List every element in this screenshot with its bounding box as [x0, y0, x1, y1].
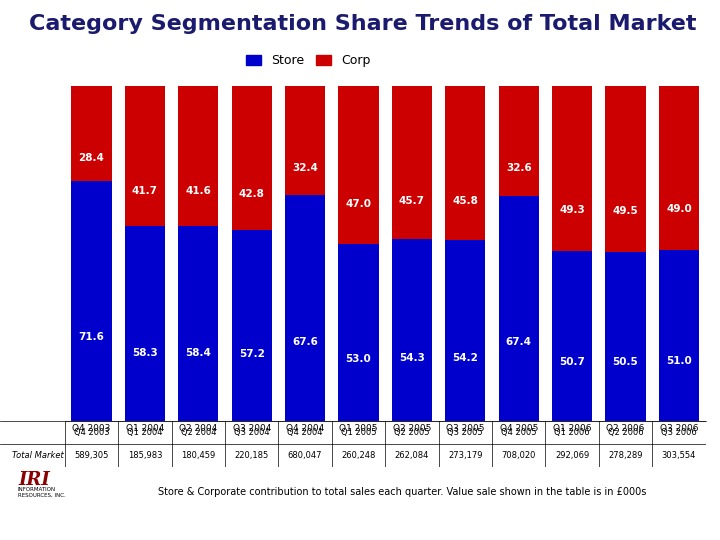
Text: Q3 2005: Q3 2005 — [448, 428, 483, 437]
Bar — [552, 252, 592, 421]
Text: 67.4: 67.4 — [505, 337, 531, 347]
Bar — [71, 86, 112, 181]
Text: 71.6: 71.6 — [78, 332, 104, 342]
Text: 45.7: 45.7 — [399, 196, 425, 206]
Text: Q2 2004: Q2 2004 — [181, 428, 216, 437]
Bar — [606, 252, 646, 421]
Bar — [659, 86, 699, 251]
Text: Q1 2005: Q1 2005 — [341, 428, 377, 437]
Bar — [338, 244, 379, 421]
Text: Store & Corporate contribution to total sales each quarter. Value sale shown in : Store & Corporate contribution to total … — [158, 487, 647, 497]
Bar — [179, 86, 218, 226]
Bar — [232, 230, 271, 421]
Text: 45.8: 45.8 — [452, 197, 478, 206]
Legend: Store, Corp: Store, Corp — [240, 49, 376, 72]
Text: Q4 2003: Q4 2003 — [73, 428, 109, 437]
Text: 67.6: 67.6 — [292, 337, 318, 347]
Text: Q4 2004: Q4 2004 — [287, 428, 323, 437]
Text: 47.0: 47.0 — [346, 199, 372, 210]
Text: 680,047: 680,047 — [288, 451, 323, 460]
Text: Q1 2006: Q1 2006 — [554, 428, 590, 437]
Text: 51.0: 51.0 — [666, 356, 692, 367]
Text: Category Segmentation Share Trends of Total Market: Category Segmentation Share Trends of To… — [29, 14, 696, 33]
Text: 50.5: 50.5 — [613, 357, 639, 367]
Text: Q3 2006: Q3 2006 — [661, 428, 697, 437]
Bar — [179, 226, 218, 421]
Bar — [552, 86, 592, 252]
Bar — [499, 86, 539, 195]
Bar — [338, 86, 379, 244]
Text: IRI: IRI — [18, 471, 50, 489]
Text: 41.6: 41.6 — [185, 186, 211, 196]
Text: 589,305: 589,305 — [74, 451, 109, 460]
Text: 41.7: 41.7 — [132, 186, 158, 196]
Text: Q1 2004: Q1 2004 — [127, 428, 163, 437]
Text: 262,084: 262,084 — [395, 451, 429, 460]
Text: 260,248: 260,248 — [341, 451, 376, 460]
Text: 292,069: 292,069 — [555, 451, 589, 460]
Text: 278,289: 278,289 — [608, 451, 643, 460]
Bar — [606, 86, 646, 252]
Bar — [392, 239, 432, 421]
Text: 58.4: 58.4 — [185, 348, 211, 358]
Bar — [392, 86, 432, 239]
Text: Total Market: Total Market — [12, 451, 63, 460]
Bar — [125, 226, 165, 421]
Text: 220,185: 220,185 — [235, 451, 269, 460]
Text: 53.0: 53.0 — [346, 354, 372, 364]
Bar — [285, 195, 325, 421]
Text: 32.6: 32.6 — [506, 163, 531, 173]
Bar — [232, 86, 271, 230]
Text: 273,179: 273,179 — [448, 451, 482, 460]
Text: 54.3: 54.3 — [399, 353, 425, 362]
Bar — [445, 240, 485, 421]
Text: 57.2: 57.2 — [239, 349, 265, 359]
Text: 32.4: 32.4 — [292, 163, 318, 173]
Text: 180,459: 180,459 — [181, 451, 215, 460]
Text: INFORMATION
RESOURCES, INC.: INFORMATION RESOURCES, INC. — [18, 487, 66, 498]
Text: 185,983: 185,983 — [127, 451, 162, 460]
Text: 28.4: 28.4 — [78, 153, 104, 163]
Text: Q3 2004: Q3 2004 — [234, 428, 269, 437]
Text: 50.7: 50.7 — [559, 357, 585, 367]
Text: 54.2: 54.2 — [452, 353, 478, 363]
Text: Q4 2005: Q4 2005 — [501, 428, 536, 437]
Text: 49.5: 49.5 — [613, 206, 639, 215]
Text: Copyright © 2005 Information Resources, Inc. Confidential and proprietary.: Copyright © 2005 Information Resources, … — [189, 523, 531, 531]
Text: 49.0: 49.0 — [666, 205, 692, 214]
Bar — [445, 86, 485, 240]
Bar — [125, 86, 165, 226]
Text: Q2 2005: Q2 2005 — [394, 428, 430, 437]
Bar — [499, 195, 539, 421]
Text: 58.3: 58.3 — [132, 348, 158, 358]
Text: 42.8: 42.8 — [239, 189, 265, 199]
Bar — [659, 251, 699, 421]
Text: 303,554: 303,554 — [662, 451, 696, 460]
Bar — [71, 181, 112, 421]
Bar — [285, 86, 325, 195]
Text: 708,020: 708,020 — [502, 451, 536, 460]
Text: Q2 2006: Q2 2006 — [608, 428, 643, 437]
Text: 49.3: 49.3 — [559, 205, 585, 215]
